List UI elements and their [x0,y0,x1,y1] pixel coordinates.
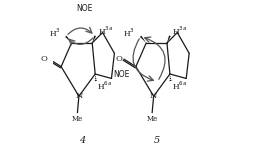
Text: 4: 4 [79,136,85,145]
Polygon shape [167,36,171,43]
Text: Me: Me [71,115,83,123]
Text: N: N [150,92,157,100]
Text: N: N [75,92,83,100]
Text: Me: Me [146,115,157,123]
Text: O: O [116,55,123,63]
Polygon shape [92,36,96,43]
Text: O: O [41,55,48,63]
Text: H$^{3a}$: H$^{3a}$ [98,25,113,37]
Text: H$^{6a}$: H$^{6a}$ [172,79,187,92]
Text: H$^3$: H$^3$ [49,26,60,38]
Polygon shape [140,36,146,43]
Text: NOE: NOE [77,4,93,13]
Text: H$^3$: H$^3$ [123,26,135,38]
Text: NOE: NOE [114,70,130,78]
Text: H$^{3a}$: H$^{3a}$ [172,25,187,37]
Text: 5: 5 [153,136,160,145]
Polygon shape [65,36,71,43]
Text: H$^{6a}$: H$^{6a}$ [97,79,112,92]
